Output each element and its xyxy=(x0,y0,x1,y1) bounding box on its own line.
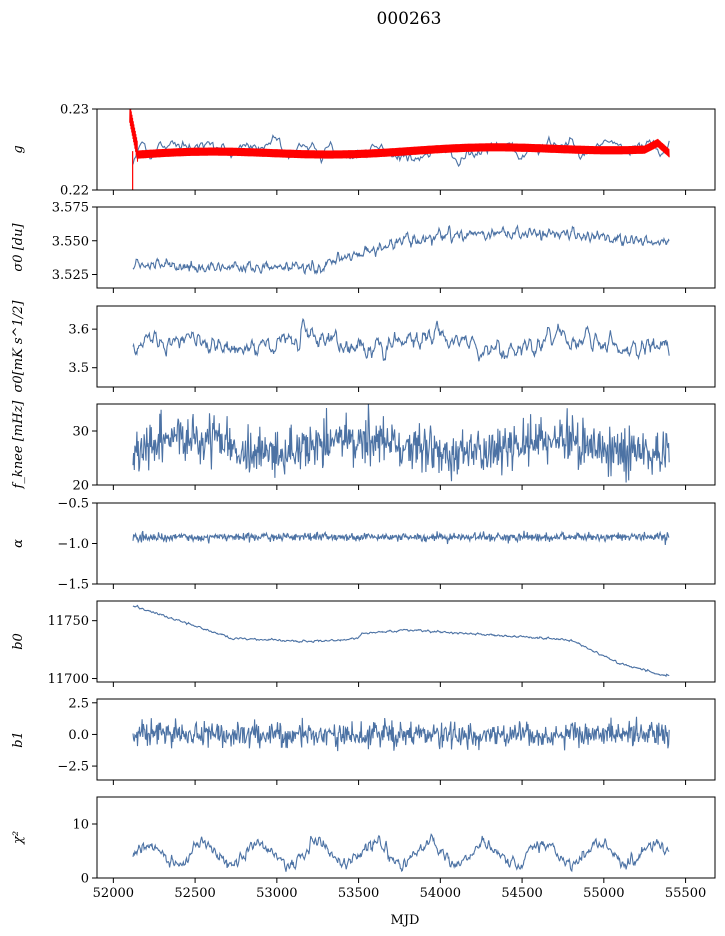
series-line-1-2 xyxy=(129,109,670,162)
y-tick-label: 3.525 xyxy=(52,268,89,283)
y-tick-label: −1.0 xyxy=(57,537,89,552)
y-axis-label: g xyxy=(11,145,26,153)
x-tick-label: 55500 xyxy=(665,886,706,901)
panel-1: 0.22 0.23 g xyxy=(11,103,716,199)
y-axis-label: f_knee [mHz] xyxy=(11,400,26,490)
y-tick-label: 0.0 xyxy=(68,728,89,743)
x-tick-label: 54500 xyxy=(501,886,542,901)
y-tick-label: 3.575 xyxy=(52,201,89,216)
y-axis-label: χ² xyxy=(11,831,26,845)
series-line-4-1 xyxy=(132,404,670,483)
series-line-1-1 xyxy=(132,134,670,168)
y-axis-label: b1 xyxy=(11,731,26,748)
y-tick-label: −0.5 xyxy=(57,497,89,512)
axes-frame xyxy=(96,600,716,683)
x-tick-label: 52500 xyxy=(174,886,215,901)
series-line-8-1 xyxy=(132,833,670,873)
y-tick-label: 3.5 xyxy=(68,361,89,376)
x-tick-label: 53000 xyxy=(256,886,297,901)
y-tick-label: 3.550 xyxy=(52,234,89,249)
figure-title: 000263 xyxy=(377,9,442,29)
panel-5: −1.5 −1.0 −0.5 α xyxy=(11,497,716,593)
panel-7: −2.5 0.0 2.5 b1 xyxy=(11,696,716,785)
y-axis-label: σ0 [du] xyxy=(11,223,26,272)
panel-2: 3.525 3.550 3.575 σ0 [du] xyxy=(11,201,716,293)
y-tick-label: 11750 xyxy=(48,614,89,629)
y-tick-label: 2.5 xyxy=(68,696,89,711)
axes-frame xyxy=(96,305,716,388)
panels: 0.22 0.23 g 3.525 3.550 3.575 σ0 [du] 3.5 3.6 σ0[… xyxy=(11,103,716,901)
y-tick-label: 20 xyxy=(72,479,89,494)
y-tick-label: 3.6 xyxy=(68,323,89,338)
series-line-3-1 xyxy=(132,317,670,362)
x-axis-label: MJD xyxy=(391,913,420,928)
y-tick-label: −1.5 xyxy=(57,578,89,593)
y-tick-label: 10 xyxy=(72,818,89,833)
panel-3: 3.5 3.6 σ0[mK s^1/2] xyxy=(11,300,716,393)
series-line-6-1 xyxy=(132,604,670,678)
y-tick-label: 0.22 xyxy=(60,184,89,199)
axes-frame xyxy=(96,502,716,585)
series-line-5-1 xyxy=(132,530,670,546)
panel-8: 0 10 52000 52500 53000 53500 54000 54500 55000 55… xyxy=(11,796,716,901)
y-tick-label: 30 xyxy=(72,425,89,440)
x-tick-label: 55000 xyxy=(583,886,624,901)
x-tick-label: 53500 xyxy=(338,886,379,901)
series-line-2-1 xyxy=(132,224,670,276)
panel-6: 11700 11750 b0 xyxy=(11,600,716,687)
x-tick-label: 54000 xyxy=(420,886,461,901)
y-tick-label: 0.23 xyxy=(60,103,89,118)
x-tick-label: 52000 xyxy=(93,886,134,901)
axes-frame xyxy=(96,698,716,781)
axes-frame xyxy=(96,403,716,486)
axes-frame xyxy=(96,108,716,191)
y-axis-label: α xyxy=(11,539,26,548)
axes-frame xyxy=(96,206,716,289)
y-tick-label: 11700 xyxy=(48,672,89,687)
axes-frame xyxy=(96,796,716,879)
y-axis-label: σ0[mK s^1/2] xyxy=(11,300,26,393)
y-tick-label: −2.5 xyxy=(57,760,89,775)
series-line-7-1 xyxy=(132,716,670,752)
panel-4: 20 30 f_knee [mHz] xyxy=(11,400,716,494)
y-tick-label: 0 xyxy=(81,872,89,887)
y-axis-label: b0 xyxy=(11,633,26,650)
